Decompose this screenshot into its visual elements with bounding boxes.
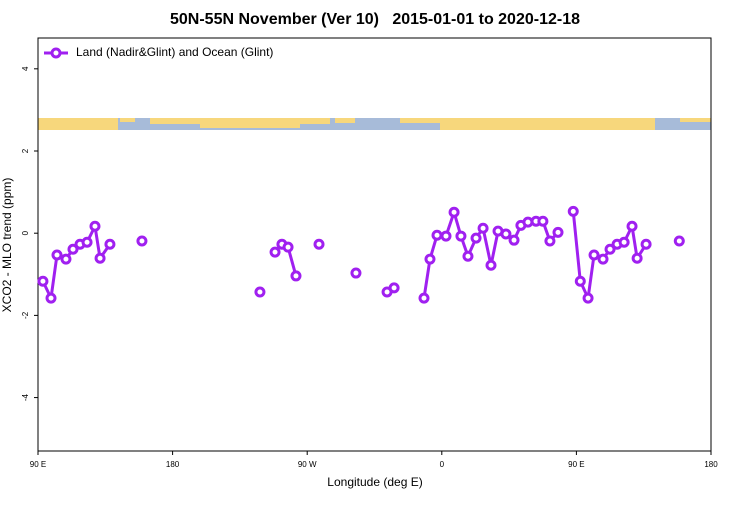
- point: [574, 275, 586, 287]
- point: [60, 253, 72, 265]
- x-axis-label: Longitude (deg E): [327, 475, 422, 489]
- point: [500, 228, 512, 240]
- point: [597, 253, 609, 265]
- x-tick-label: 0: [440, 460, 445, 469]
- point: [424, 253, 436, 265]
- point: [618, 236, 630, 248]
- point: [508, 234, 520, 246]
- plot-frame: [37, 37, 712, 452]
- point: [269, 246, 281, 258]
- point: [567, 205, 579, 217]
- point: [470, 232, 482, 244]
- point: [582, 292, 594, 304]
- x-tick-label: 90 E: [30, 460, 46, 469]
- point: [282, 241, 294, 253]
- point: [552, 226, 564, 238]
- legend-marker: [50, 47, 62, 59]
- point: [631, 252, 643, 264]
- point: [104, 238, 116, 250]
- x-tick-label: 180: [704, 460, 718, 469]
- point: [37, 275, 49, 287]
- point: [388, 282, 400, 294]
- y-tick-label: -4: [21, 393, 30, 401]
- y-tick-label: -2: [21, 311, 30, 319]
- point: [89, 220, 101, 232]
- point: [462, 250, 474, 262]
- y-tick-label: 2: [21, 148, 30, 153]
- x-tick-label: 90 W: [298, 460, 317, 469]
- point: [588, 249, 600, 261]
- point: [290, 270, 302, 282]
- point: [477, 222, 489, 234]
- point: [485, 259, 497, 271]
- point: [455, 230, 467, 242]
- point: [136, 235, 148, 247]
- point: [604, 243, 616, 255]
- point: [544, 235, 556, 247]
- map-strip: [38, 118, 711, 130]
- point: [448, 206, 460, 218]
- point: [94, 252, 106, 264]
- point: [313, 238, 325, 250]
- y-tick-label: 0: [21, 230, 30, 235]
- point: [640, 238, 652, 250]
- point: [67, 243, 79, 255]
- point: [81, 236, 93, 248]
- chart-title: 50N-55N November (Ver 10) 2015-01-01 to …: [170, 11, 580, 28]
- point: [45, 292, 57, 304]
- y-axis-label: XCO2 - MLO trend (ppm): [0, 178, 14, 313]
- point: [254, 286, 266, 298]
- x-tick-label: 90 E: [568, 460, 584, 469]
- legend-label: Land (Nadir&Glint) and Ocean (Glint): [76, 45, 273, 59]
- point: [673, 235, 685, 247]
- point: [440, 230, 452, 242]
- point: [51, 249, 63, 261]
- point: [418, 292, 430, 304]
- x-tick-label: 180: [166, 460, 180, 469]
- point: [626, 220, 638, 232]
- point: [350, 267, 362, 279]
- point: [537, 215, 549, 227]
- y-tick-label: 4: [21, 66, 30, 71]
- point: [431, 229, 443, 241]
